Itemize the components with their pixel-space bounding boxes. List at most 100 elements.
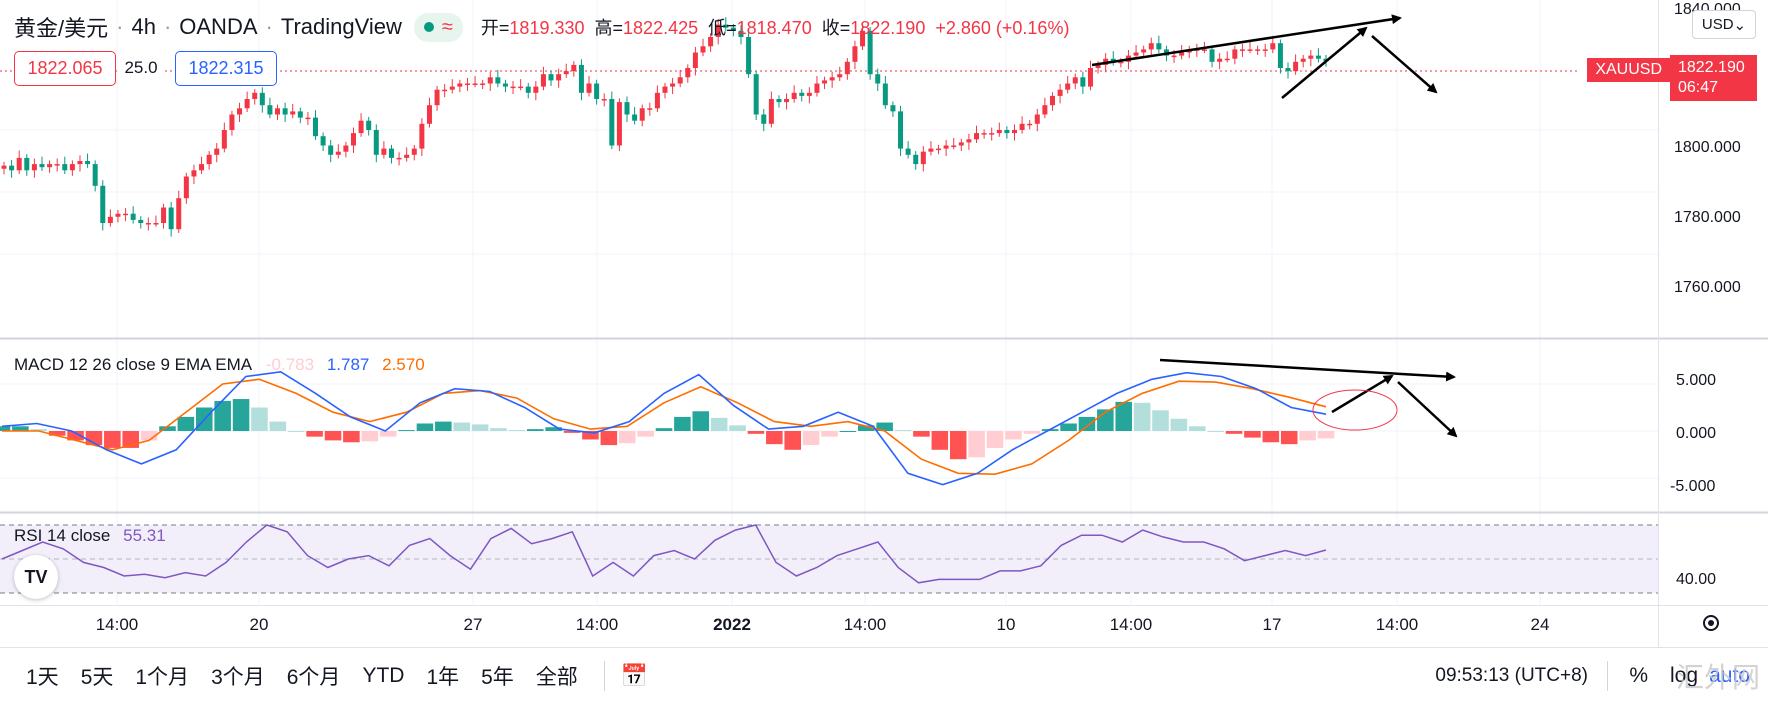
macd-hist-bar [140,431,158,441]
macd-value: 1.787 [326,355,370,374]
arrow-price-down[interactable] [1371,35,1438,94]
macd-hist-bar [1280,431,1298,445]
candle-body [145,223,151,225]
percent-scale-toggle[interactable]: % [1629,664,1648,687]
macd-hist-bar [876,422,893,431]
candle-body [677,77,683,84]
macd-hist-bar [214,400,231,431]
highlight-ellipse[interactable] [1312,389,1398,431]
macd-hist-bar [379,431,397,437]
rsi-legend[interactable]: RSI 14 close 55.31 [14,526,166,546]
candle-body [85,161,91,165]
chart-legend: 黄金/美元 · 4h · OANDA · TradingView ≈ 开=181… [14,12,1069,42]
macd-hist-bar [600,431,618,446]
macd-hist-bar [435,421,452,431]
macd-hist-bar [177,416,195,431]
trendline-price-top[interactable] [1091,14,1402,67]
macd-hist-bar [949,431,967,460]
interval[interactable]: 4h [131,14,156,39]
range-6m-button[interactable]: 6个月 [286,666,341,689]
candle-body [943,145,949,149]
trendline-macd[interactable] [1159,358,1456,382]
candle-body [1148,43,1154,50]
candle-body [39,164,45,168]
macd-hist-bar [1189,426,1206,431]
candle-body [822,80,828,84]
high-label: 高= [594,18,624,38]
candle-body [1224,58,1230,61]
clock[interactable]: 09:53:13 (UTC+8) [1435,665,1588,686]
macd-hist-bar [1317,431,1335,439]
candle-body [989,133,995,135]
buy-price-box[interactable]: 1822.315 [175,51,277,86]
candle-body [92,164,98,186]
range-1m-button[interactable]: 1个月 [135,666,190,689]
range-3m-button[interactable]: 3个月 [211,666,265,689]
candle-body [275,108,281,115]
candle-body [77,161,83,165]
candle-body [457,83,463,87]
log-scale-toggle[interactable]: log [1669,664,1698,687]
macd-hist-bar [104,431,121,448]
range-all-button[interactable]: 全部 [535,666,578,689]
candle-body [837,74,843,78]
open-label: 开= [480,18,510,38]
range-ytd-button[interactable]: YTD [362,664,405,687]
candle-body [1315,55,1321,59]
candle-body [1110,58,1116,62]
range-5y-button[interactable]: 5年 [481,666,514,689]
arrow-price-up[interactable] [1281,26,1368,99]
range-5d-button[interactable]: 5天 [80,666,114,689]
drawings[interactable] [1091,14,1458,438]
macd-hist-bar [159,426,176,431]
macd-hist-bar [1078,416,1096,431]
tradingview-logo[interactable]: TV [14,555,58,599]
auto-scale-toggle[interactable]: auto [1709,664,1750,687]
candle-body [267,105,273,115]
symbol-price-tag: XAUUSD [1587,58,1670,82]
macd-hist-bar [839,431,857,432]
candle-body [1027,123,1033,126]
candle-body [320,136,326,146]
market-status-badge[interactable]: ≈ [413,12,463,42]
market-open-dot-icon [423,22,434,32]
candle-body [1255,49,1261,51]
candle-body [328,145,334,155]
candle-body [738,30,744,37]
arrow-macd-down[interactable] [1397,381,1458,438]
macd-tick: 5.000 [1676,372,1716,389]
price-tick: 1760.000 [1674,279,1741,296]
candle-body [723,24,729,28]
macd-legend[interactable]: MACD 12 26 close 9 EMA EMA -0.783 1.787 … [14,355,425,375]
candle-body [578,64,584,93]
candle-body [1095,64,1101,68]
candle-body [1300,58,1306,62]
sell-price-box[interactable]: 1822.065 [14,51,116,86]
macd-hist-bar [1262,431,1280,443]
time-tick: 20 [250,615,269,634]
candle-body [313,117,319,137]
candle-body [890,105,896,112]
macd-hist-bar [1115,401,1132,431]
candle-body [746,37,752,75]
symbol-name[interactable]: 黄金/美元 [14,16,109,41]
candle-body [844,61,850,75]
candle-body [860,30,866,47]
candle-body [875,74,881,84]
candle-body [1019,123,1025,130]
range-1y-button[interactable]: 1年 [426,666,460,689]
price-tick: 1780.000 [1674,209,1741,226]
candle-body [1011,130,1017,134]
currency-select[interactable]: USD ⌄ [1692,10,1756,39]
range-1d-button[interactable]: 1天 [26,666,59,689]
low-label: 低= [708,18,737,38]
time-tick: 14:00 [1376,615,1419,634]
candle-body [115,213,121,217]
time-axis[interactable]: 14:00 20 27 14:00 2022 14:00 10 14:00 17… [96,615,1550,634]
goto-date-icon[interactable]: 📅 [620,663,649,688]
candle-body [161,207,167,223]
candle-body [1293,61,1299,72]
arrow-macd-up[interactable] [1331,374,1394,414]
settings-gear-icon[interactable] [1703,615,1719,631]
